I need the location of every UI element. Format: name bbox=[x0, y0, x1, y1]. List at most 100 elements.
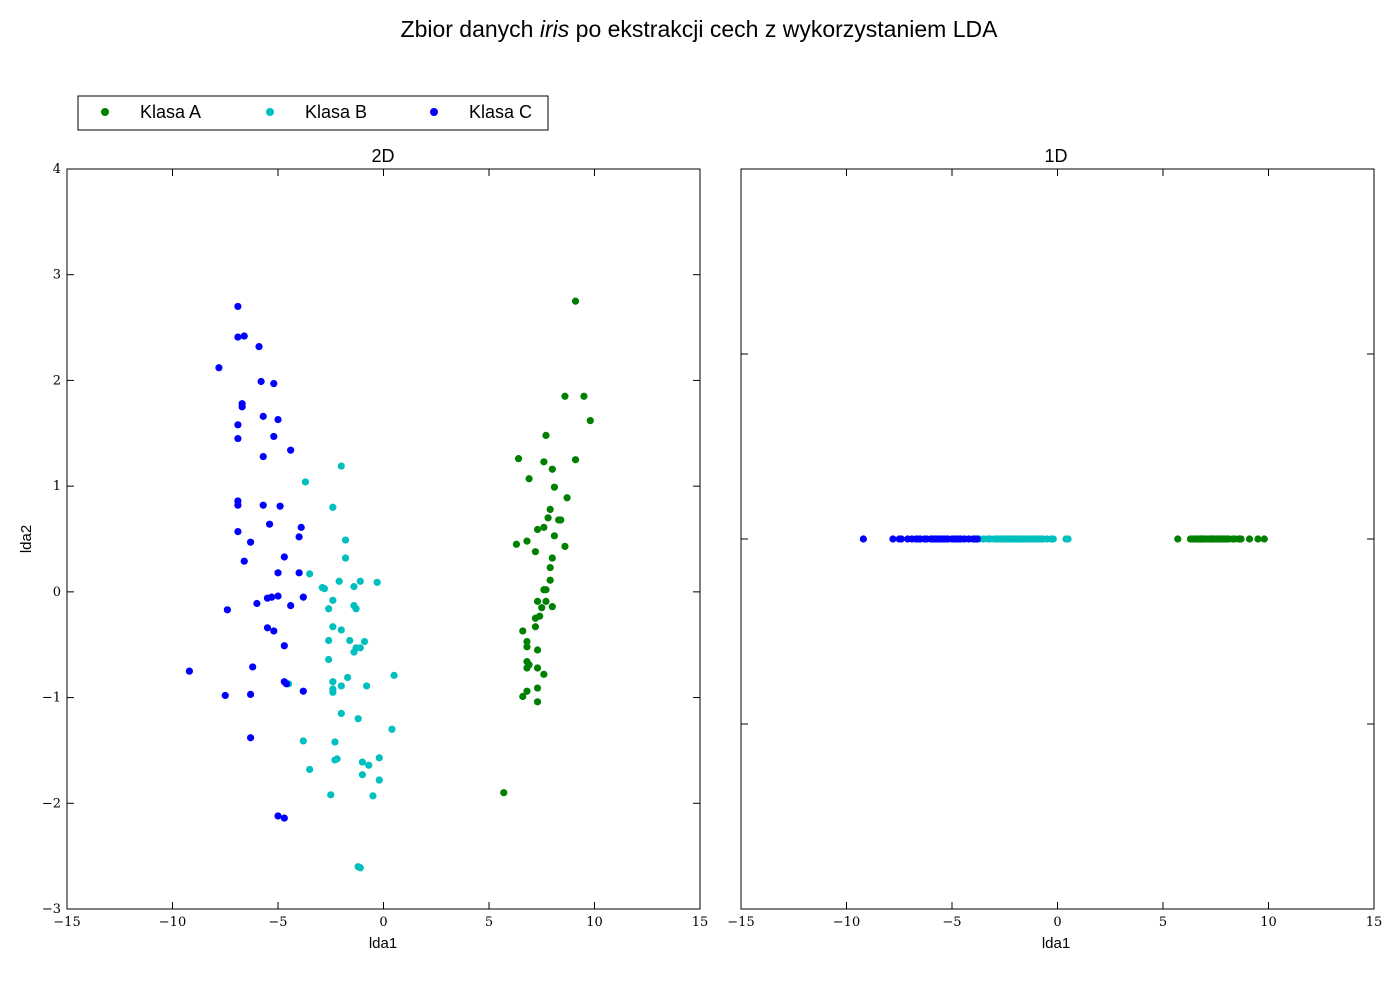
plot-2d-ytick-label: 3 bbox=[53, 268, 61, 283]
plot-2d-point-klasa-b bbox=[329, 623, 337, 631]
plot-2d-point-klasa-a bbox=[540, 586, 548, 594]
plot-1d-xtick-label: −10 bbox=[833, 915, 860, 930]
plot-2d-point-klasa-b bbox=[352, 605, 360, 613]
plot-2d-ytick-label: 4 bbox=[53, 162, 61, 177]
plot-2d-point-klasa-c bbox=[299, 687, 307, 695]
plot-1d-point-klasa-c bbox=[935, 535, 943, 543]
plot-2d-point-klasa-c bbox=[276, 502, 284, 510]
plot-2d-point-klasa-c bbox=[234, 333, 242, 341]
plot-1d-point-klasa-c bbox=[965, 535, 973, 543]
plot-1d-point-klasa-c bbox=[897, 535, 905, 543]
plot-2d-point-klasa-c bbox=[295, 533, 303, 541]
plot-2d-point-klasa-c bbox=[234, 421, 242, 429]
plot-2d-point-klasa-c bbox=[253, 599, 261, 608]
plot-2d-point-klasa-a bbox=[550, 483, 559, 491]
plot-1d-point-klasa-b bbox=[1013, 535, 1022, 543]
plot-1d-point-klasa-a bbox=[1260, 535, 1268, 543]
plot-2d-point-klasa-b bbox=[325, 605, 333, 613]
plot-2d-point-klasa-a bbox=[533, 525, 542, 534]
plot-1d-point-klasa-a bbox=[1237, 535, 1245, 543]
plot-2d-point-klasa-b bbox=[331, 756, 339, 764]
plot-2d-point-klasa-b bbox=[337, 462, 345, 470]
plot-2d-point-klasa-b bbox=[325, 636, 333, 645]
plot-1d-xtick-label: −15 bbox=[727, 915, 754, 930]
plot-2d-point-klasa-b bbox=[306, 765, 314, 774]
legend-marker-c bbox=[430, 108, 438, 116]
plot-1d-xtick-label: 0 bbox=[1053, 915, 1061, 930]
plot-2d-point-klasa-c bbox=[295, 569, 303, 577]
plot-2d-point-klasa-c bbox=[246, 538, 255, 546]
plot-2d-point-klasa-a bbox=[540, 523, 548, 531]
plot-2d-point-klasa-c bbox=[263, 594, 272, 602]
plot-2d-point-klasa-c bbox=[274, 569, 282, 577]
plot-2d-xtick-label: 15 bbox=[692, 915, 709, 930]
plot-2d-point-klasa-b bbox=[388, 725, 396, 733]
plot-2d-point-klasa-c bbox=[280, 553, 288, 561]
plot-2d-point-klasa-c bbox=[223, 606, 231, 614]
plot-2d-xtick-label: −15 bbox=[53, 915, 80, 930]
plot-1d-point-klasa-b bbox=[1062, 535, 1070, 543]
plot-2d-point-klasa-c bbox=[287, 446, 295, 454]
plot-2d-points bbox=[185, 297, 594, 872]
plot-1d-point-klasa-c bbox=[973, 535, 981, 543]
plot-2d-point-klasa-b bbox=[327, 791, 335, 799]
plot-2d-point-klasa-b bbox=[341, 536, 350, 544]
plot-2d-point-klasa-b bbox=[325, 655, 333, 664]
plot-2d-point-klasa-a bbox=[525, 475, 533, 483]
plot-2d-point-klasa-a bbox=[580, 392, 588, 400]
plot-2d-point-klasa-b bbox=[350, 648, 358, 656]
plot-2d-xtick-label: −10 bbox=[159, 915, 186, 930]
plot-2d-point-klasa-a bbox=[500, 789, 508, 797]
plot-2d-xtick-label: 0 bbox=[379, 915, 387, 930]
plot-2d-point-klasa-c bbox=[234, 528, 242, 536]
plot-2d-point-klasa-b bbox=[390, 671, 398, 679]
plot-2d-point-klasa-b bbox=[375, 776, 383, 784]
plot-2d-point-klasa-c bbox=[274, 812, 282, 820]
plot-2d-point-klasa-a bbox=[540, 670, 548, 678]
plot-2d-point-klasa-b bbox=[354, 715, 362, 723]
plot-2d-point-klasa-b bbox=[337, 709, 345, 718]
plot-2d-point-klasa-b bbox=[329, 678, 337, 686]
plot-2d-point-klasa-c bbox=[249, 663, 257, 671]
plot-2d-point-klasa-a bbox=[531, 548, 540, 556]
plot-2d-point-klasa-a bbox=[586, 417, 594, 425]
plot-2d-point-klasa-c bbox=[234, 501, 242, 509]
plot-2d-point-klasa-b bbox=[363, 682, 371, 690]
plot-1d-point-klasa-c bbox=[859, 535, 867, 543]
plot-2d-point-klasa-b bbox=[356, 577, 364, 585]
plot-2d-xtick-label: 5 bbox=[485, 915, 493, 930]
plot-2d-point-klasa-b bbox=[369, 792, 377, 800]
plot-1d-xlabel: lda1 bbox=[1042, 935, 1070, 952]
plot-2d-point-klasa-a bbox=[546, 576, 554, 584]
legend-label-b: Klasa B bbox=[305, 102, 367, 122]
plot-2d-point-klasa-c bbox=[246, 690, 255, 699]
plot-2d-point-klasa-c bbox=[257, 377, 265, 386]
plot-1d-xtick-label: 10 bbox=[1260, 915, 1277, 930]
plot-1d-point-klasa-a bbox=[1174, 535, 1182, 543]
plot-1d-point-klasa-b bbox=[1022, 535, 1030, 543]
plot-2d-point-klasa-a bbox=[533, 664, 542, 672]
plot-2d-point-klasa-b bbox=[341, 554, 350, 562]
plot-2d-point-klasa-b bbox=[358, 771, 366, 779]
plot-1d-point-klasa-a bbox=[1245, 535, 1254, 543]
plot-2d-point-klasa-b bbox=[373, 578, 381, 586]
plot-2d-ylabel: lda2 bbox=[18, 525, 35, 553]
plot-2d-point-klasa-c bbox=[287, 602, 295, 610]
plot-2d-point-klasa-a bbox=[523, 664, 531, 672]
plot-2d-point-klasa-a bbox=[533, 698, 542, 706]
plot-2d-point-klasa-a bbox=[548, 465, 556, 473]
plot-2d-point-klasa-a bbox=[546, 563, 554, 572]
plot-2d-point-klasa-b bbox=[331, 738, 339, 746]
plot-2d-point-klasa-a bbox=[546, 505, 554, 513]
plot-2d-point-klasa-a bbox=[523, 637, 531, 646]
plot-2d-point-klasa-a bbox=[519, 627, 527, 635]
plot-2d-point-klasa-b bbox=[337, 626, 345, 634]
plot-1d-point-klasa-a bbox=[1254, 535, 1262, 543]
figure-title: Zbior danych iris po ekstrakcji cech z w… bbox=[401, 16, 999, 42]
plot-2d-ytick-label: −1 bbox=[42, 691, 61, 706]
plot-2d-point-klasa-c bbox=[215, 364, 223, 372]
plot-2d-xtick-label: −5 bbox=[268, 915, 287, 930]
plot-2d-point-klasa-a bbox=[531, 623, 540, 631]
legend-label-c: Klasa C bbox=[469, 102, 532, 122]
